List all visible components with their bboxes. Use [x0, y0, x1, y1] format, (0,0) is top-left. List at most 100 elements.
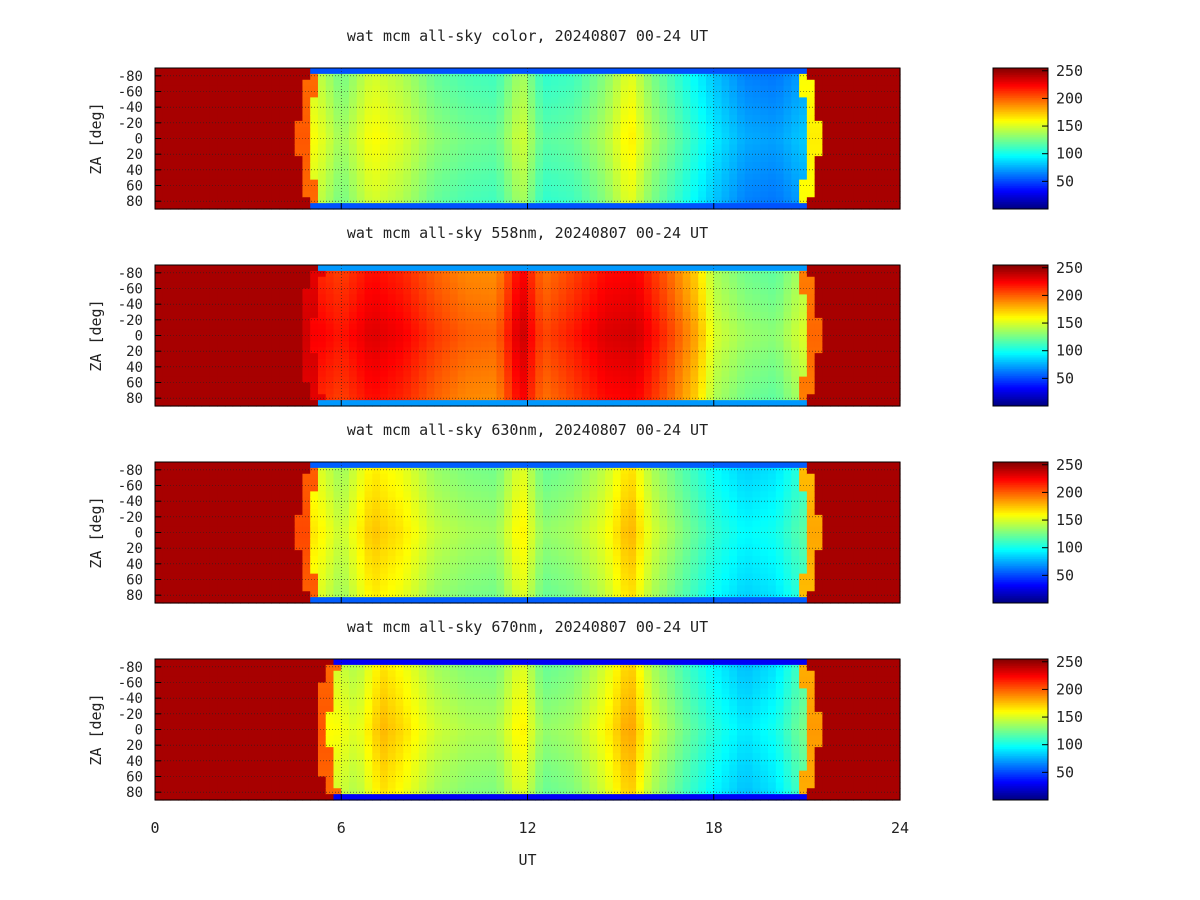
- heatmap-cell: [799, 376, 808, 384]
- heatmap-cell: [752, 109, 761, 116]
- heatmap-cell: [496, 132, 505, 140]
- heatmap-cell: [892, 173, 901, 181]
- heatmap-cell: [791, 115, 800, 122]
- heatmap-cell: [496, 115, 505, 122]
- heatmap-cell: [403, 191, 412, 198]
- heatmap-cell: [442, 388, 451, 395]
- heatmap-cell: [721, 276, 730, 284]
- heatmap-cell: [271, 300, 280, 307]
- heatmap-cell: [775, 323, 785, 331]
- heatmap-cell: [713, 132, 723, 140]
- heatmap-cell: [217, 376, 226, 384]
- heatmap-cell: [209, 370, 218, 378]
- heatmap-cell: [232, 317, 241, 325]
- heatmap-cell: [892, 376, 901, 384]
- heatmap-cell: [186, 323, 195, 331]
- heatmap-cell: [209, 138, 218, 145]
- heatmap-cell: [209, 91, 218, 98]
- heatmap-cell: [597, 288, 606, 295]
- heatmap-cell: [628, 394, 637, 401]
- heatmap-cell: [620, 109, 629, 116]
- heatmap-cell: [768, 335, 777, 342]
- heatmap-cell: [830, 115, 839, 122]
- heatmap-cell: [737, 270, 746, 278]
- heatmap-cell: [271, 329, 280, 337]
- heatmap-cell: [465, 376, 474, 384]
- heatmap-cell: [744, 347, 754, 354]
- colorbar-step: [993, 105, 1048, 108]
- heatmap-cell: [209, 353, 218, 360]
- heatmap-cell: [822, 144, 831, 151]
- heatmap-cell: [248, 359, 257, 366]
- heatmap-cell: [186, 585, 195, 592]
- heatmap-cell: [861, 138, 870, 145]
- heatmap-cell: [465, 370, 474, 378]
- heatmap-cell: [403, 265, 412, 272]
- colorbar-step: [993, 275, 1048, 278]
- heatmap-cell: [193, 126, 203, 134]
- heatmap-cell: [845, 306, 855, 313]
- heatmap-cell: [597, 73, 606, 81]
- heatmap-cell: [395, 353, 404, 360]
- heatmap-cell: [674, 185, 684, 192]
- heatmap-cell: [403, 197, 412, 204]
- heatmap-cell: [581, 376, 591, 384]
- heatmap-cell: [403, 329, 412, 337]
- heatmap-cell: [178, 179, 187, 187]
- heatmap-cell: [806, 323, 816, 331]
- heatmap-cell: [651, 103, 661, 110]
- heatmap-cell: [667, 185, 676, 192]
- heatmap-cell: [636, 162, 645, 169]
- heatmap-cell: [186, 479, 195, 487]
- heatmap-cell: [791, 376, 800, 384]
- heatmap-cell: [574, 323, 583, 331]
- heatmap-cell: [861, 388, 870, 395]
- heatmap-cell: [768, 370, 777, 378]
- heatmap-cell: [783, 97, 792, 104]
- heatmap-cell: [705, 126, 715, 134]
- heatmap-cell: [403, 103, 412, 110]
- heatmap-cell: [519, 388, 529, 395]
- heatmap-cell: [488, 359, 498, 366]
- heatmap-cell: [837, 394, 847, 401]
- heatmap-cell: [240, 288, 249, 295]
- heatmap-cell: [636, 294, 645, 301]
- heatmap-cell: [279, 300, 288, 307]
- heatmap-cell: [574, 97, 583, 104]
- colorbar-step: [993, 99, 1048, 102]
- heatmap-cell: [201, 120, 210, 128]
- heatmap-cell: [868, 191, 878, 198]
- heatmap-cell: [729, 68, 738, 75]
- heatmap-cell: [310, 173, 319, 181]
- heatmap-cell: [581, 382, 591, 389]
- heatmap-cell: [605, 270, 614, 278]
- heatmap-cell: [155, 532, 164, 539]
- heatmap-cell: [830, 335, 839, 342]
- heatmap-cell: [255, 109, 265, 116]
- heatmap-cell: [868, 276, 878, 284]
- heatmap-cell: [799, 91, 808, 98]
- heatmap-cell: [496, 312, 505, 319]
- heatmap-cell: [775, 364, 785, 372]
- heatmap-cell: [356, 120, 366, 128]
- heatmap-cell: [729, 394, 738, 401]
- colorbar-step: [993, 354, 1048, 358]
- heatmap-cell: [232, 341, 241, 348]
- colorbar-tick-label: 250: [1056, 259, 1083, 277]
- heatmap-cell: [550, 323, 560, 331]
- heatmap-cell: [155, 544, 164, 551]
- heatmap-cell: [698, 109, 707, 116]
- heatmap-cell: [651, 97, 661, 104]
- heatmap-cell: [341, 306, 350, 313]
- heatmap-cell: [201, 91, 210, 98]
- heatmap-cell: [426, 167, 435, 175]
- heatmap-cell: [271, 353, 280, 360]
- heatmap-cell: [612, 359, 622, 366]
- heatmap-cell: [729, 156, 738, 163]
- heatmap-cell: [830, 382, 839, 389]
- heatmap-cell: [349, 323, 358, 331]
- heatmap-cell: [791, 323, 800, 331]
- heatmap-cell: [310, 103, 319, 110]
- heatmap-cell: [830, 270, 839, 278]
- heatmap-cell: [543, 109, 552, 116]
